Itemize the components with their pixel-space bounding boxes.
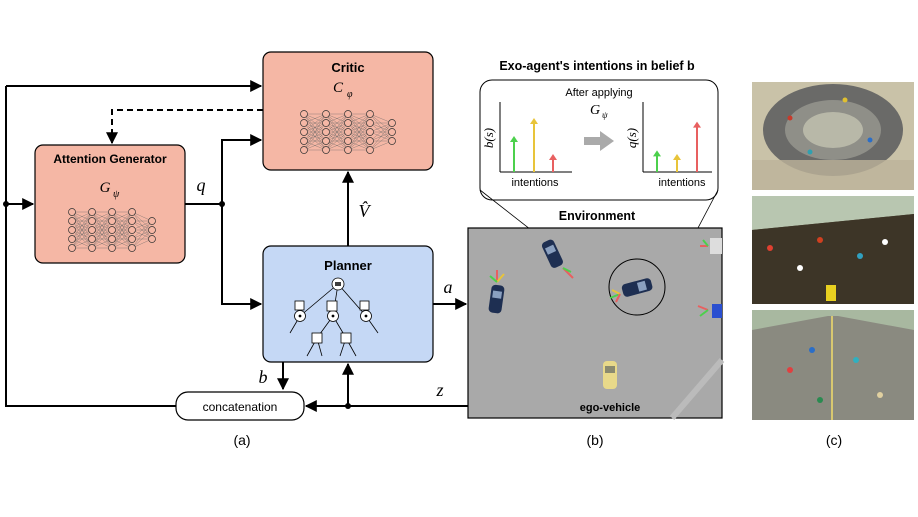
exo-vehicle-focus <box>608 258 666 316</box>
ego-vehicle <box>603 361 617 389</box>
z-label: z <box>435 380 443 400</box>
right-belief-chart: q(s) intentions <box>624 102 712 189</box>
critic-subscript: φ <box>347 89 353 100</box>
intention-bar-1 <box>653 150 661 172</box>
connection-arrows <box>3 80 470 412</box>
after-applying-text: After applying <box>565 87 632 99</box>
belief-panel-title: Exo-agent's intentions in belief b <box>499 59 695 73</box>
v-hat-label: V̂ <box>359 201 372 221</box>
search-tree-icon <box>289 277 379 357</box>
right-y-label: q(s) <box>624 128 639 148</box>
planner-title: Planner <box>324 258 372 273</box>
attention-generator-symbol: G <box>100 180 111 196</box>
scene-thumbnail-roundabout <box>752 82 914 190</box>
scene-thumbnail-highway <box>752 310 914 420</box>
critic-network-icon <box>300 110 396 154</box>
g-subscript: ψ <box>602 110 608 120</box>
left-belief-chart: b(s) intentions <box>481 102 572 189</box>
critic-symbol: C <box>333 80 344 96</box>
g-symbol: G <box>590 103 600 118</box>
intention-bar-2 <box>530 118 538 172</box>
a-label: a <box>444 277 453 297</box>
intention-bar-1 <box>510 136 518 172</box>
attention-generator-title: Attention Generator <box>53 152 167 166</box>
right-x-label: intentions <box>658 177 706 189</box>
attention-generator-block: Attention Generator G ψ <box>34 144 186 264</box>
concatenation-block: concatenation <box>175 391 305 421</box>
critic-title: Critic <box>331 60 364 75</box>
critic-block: Critic C φ <box>262 51 434 171</box>
environment-panel: Environment <box>467 209 725 420</box>
caption-a: (a) <box>233 432 250 448</box>
exo-vehicle-2 <box>541 239 574 279</box>
scene-thumbnail-intersection <box>752 196 914 304</box>
caption-c: (c) <box>826 432 842 448</box>
attention-generator-subscript: ψ <box>113 189 120 200</box>
b-label: b <box>259 367 268 387</box>
exo-vehicle-edge-right <box>697 304 722 318</box>
intention-bar-3 <box>693 121 701 172</box>
ego-vehicle-label: ego-vehicle <box>580 402 641 414</box>
environment-title: Environment <box>559 209 636 223</box>
concatenation-label: concatenation <box>203 400 278 414</box>
caption-b: (b) <box>586 432 603 448</box>
exo-vehicle-edge-top <box>700 238 722 254</box>
left-y-label: b(s) <box>481 128 496 148</box>
intention-bar-3 <box>549 154 557 172</box>
attention-network-icon <box>68 208 156 252</box>
left-x-label: intentions <box>511 177 559 189</box>
road-marking <box>669 358 725 420</box>
exo-vehicle-1 <box>488 270 505 314</box>
intention-bar-2 <box>673 154 681 172</box>
right-arrow-icon <box>584 131 614 151</box>
planner-block: Planner <box>262 245 434 363</box>
q-label: q <box>197 175 206 195</box>
